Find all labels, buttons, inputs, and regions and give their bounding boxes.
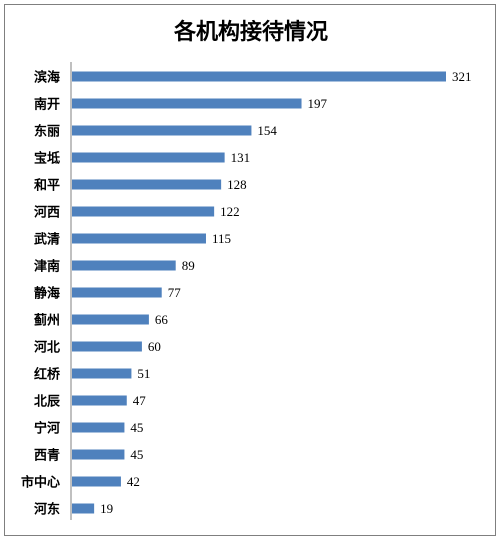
data-label: 47 [133,393,147,408]
bar [72,476,121,487]
data-label: 45 [130,447,143,462]
bar [72,395,127,406]
category-label: 河北 [34,340,60,356]
bar [72,287,162,298]
category-label: 市中心 [21,475,60,491]
category-label: 和平 [34,178,60,194]
data-label: 60 [148,339,161,354]
category-label: 北辰 [34,395,61,410]
category-label: 西青 [34,448,60,464]
bar [72,449,125,460]
bar [72,260,176,271]
bar [72,206,215,217]
category-label: 南开 [34,97,60,113]
bar [72,71,446,82]
category-label: 东丽 [34,124,60,140]
category-label: 武清 [34,232,60,248]
bar [72,314,149,325]
data-label: 122 [220,204,240,219]
bar [72,152,225,163]
category-label: 滨海 [34,70,60,86]
category-label: 静海 [34,286,60,302]
data-label: 51 [137,366,150,381]
bar [72,98,302,109]
category-label: 红桥 [34,367,61,383]
bar [72,233,206,244]
data-label: 89 [182,258,195,273]
bar [72,341,142,352]
category-label: 宁河 [34,421,60,437]
data-label: 321 [452,69,472,84]
bar [72,503,95,514]
bars [72,71,446,514]
bar [72,422,125,433]
data-label: 197 [308,96,328,111]
data-label: 154 [257,123,277,138]
data-label: 77 [168,285,182,300]
bar [72,179,222,190]
category-label: 蓟州 [33,313,60,329]
category-label: 河西 [34,205,60,221]
bar [72,125,252,136]
data-label: 115 [212,231,231,246]
category-label: 津南 [34,259,60,275]
chart-title: 各机构接待情况 [173,19,328,45]
data-label: 131 [231,150,251,165]
data-label: 66 [155,312,169,327]
data-label: 128 [227,177,247,192]
data-label: 45 [130,420,143,435]
data-label: 42 [127,474,140,489]
data-label: 19 [100,501,113,516]
bar [72,368,132,379]
category-label: 河东 [34,502,60,518]
category-label: 宝坻 [34,151,60,167]
